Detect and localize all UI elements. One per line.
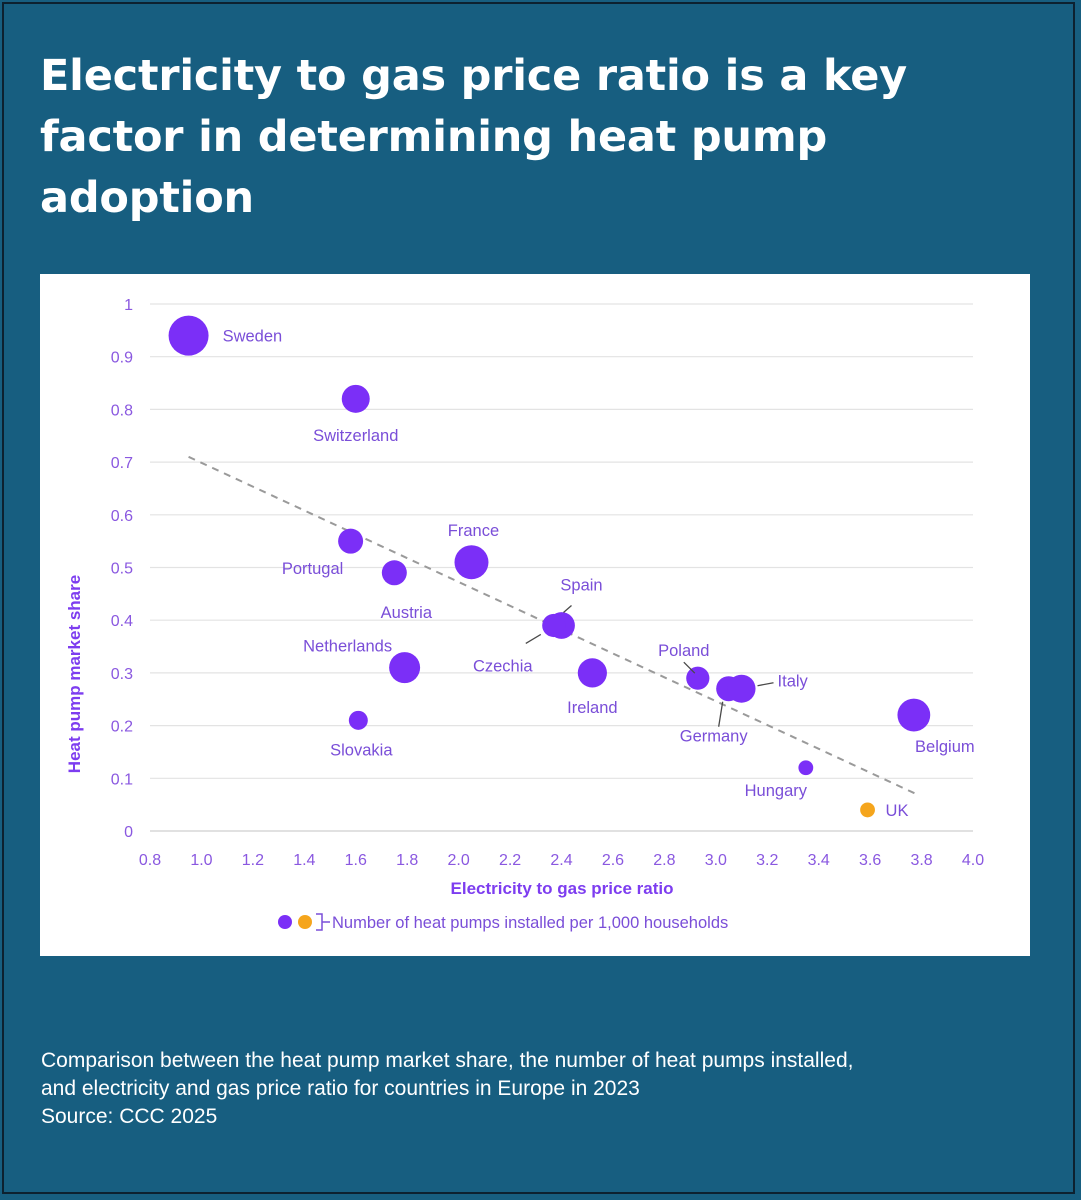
bubble-slovakia [348,710,368,730]
x-tick-label: 1.6 [345,852,367,869]
bubble-hungary [798,760,814,776]
x-tick-label: 3.6 [859,852,881,869]
label-hungary: Hungary [745,782,808,800]
y-tick-label: 0.6 [111,508,133,525]
x-axis-ticks: 0.8 1.0 1.2 1.4 1.6 1.8 2.0 2.2 2.4 2.6 2.8 3.0 3.2 3… [139,852,984,869]
x-tick-label: 1.8 [396,852,418,869]
label-poland: Poland [658,642,709,660]
label-spain: Spain [560,576,602,594]
x-tick-label: 2.4 [550,852,572,869]
y-tick-label: 0.9 [111,350,133,367]
leader-italy [757,682,774,687]
x-tick-label: 3.0 [705,852,727,869]
bubble-poland [686,666,710,690]
leader-spain [563,604,572,613]
y-axis-title: Heat pump market share [65,575,84,773]
label-ireland: Ireland [567,699,617,717]
bubble-czechia [542,613,566,638]
leader-czechia [525,633,542,645]
x-tick-label: 2.2 [499,852,521,869]
caption-line-2: and electricity and gas price ratio for … [41,1077,640,1100]
x-tick-label: 2.0 [448,852,470,869]
caption-source: Source: CCC 2025 [41,1105,218,1128]
legend-text: Number of heat pumps installed per 1,000… [332,914,728,932]
label-italy: Italy [778,673,809,691]
bubble-sweden [168,315,209,356]
bubble-ireland [577,658,607,688]
x-tick-label: 3.4 [808,852,830,869]
bubble-austria [381,560,407,586]
x-tick-label: 2.8 [653,852,675,869]
y-tick-label: 0 [124,824,133,841]
bubble-chart: 0 0.1 0.2 0.3 0.4 0.5 0.6 0.7 0.8 0.9 1 0.8 1.0 1.2 1… [65,297,984,932]
leader-germany [718,701,724,727]
y-tick-label: 1 [124,297,133,314]
x-tick-label: 0.8 [139,852,161,869]
y-tick-label: 0.5 [111,561,133,578]
label-sweden: Sweden [223,328,283,346]
page-title: Electricity to gas price ratio is a key … [40,51,907,223]
bubble-switzerland [341,384,370,413]
y-tick-label: 0.1 [111,771,133,788]
data-points [168,315,931,818]
y-axis-ticks: 0 0.1 0.2 0.3 0.4 0.5 0.6 0.7 0.8 0.9 1 [111,297,133,841]
label-switzerland: Switzerland [313,427,398,445]
label-portugal: Portugal [282,560,343,578]
label-france: France [448,522,499,540]
caption-line-1: Comparison between the heat pump market … [41,1049,854,1072]
x-tick-label: 3.8 [910,852,932,869]
x-tick-label: 4.0 [962,852,984,869]
label-belgium: Belgium [915,738,975,756]
x-tick-label: 1.0 [190,852,212,869]
y-tick-label: 0.3 [111,666,133,683]
bubble-netherlands [389,652,421,684]
legend-orange-marker [298,915,312,929]
figure-caption: Comparison between the heat pump market … [41,1047,1051,1131]
trendline-group [188,455,917,796]
legend: Number of heat pumps installed per 1,000… [278,913,728,932]
label-uk: UK [886,802,909,820]
y-tick-label: 0.4 [111,613,133,630]
point-labels: Sweden Switzerland Portugal Austria France Sp… [223,328,975,820]
bubble-italy [727,674,756,703]
label-slovakia: Slovakia [330,741,393,759]
bubble-france [454,545,489,580]
gridlines [150,303,973,832]
label-germany: Germany [680,728,749,746]
legend-bracket [316,913,330,931]
y-tick-label: 0.7 [111,455,133,472]
bubble-uk [860,802,875,818]
label-austria: Austria [381,604,433,622]
leader-poland [683,661,696,674]
x-tick-label: 1.2 [242,852,264,869]
x-axis-title: Electricity to gas price ratio [451,879,674,898]
x-tick-label: 3.2 [756,852,778,869]
legend-purple-marker [278,915,292,929]
label-czechia: Czechia [473,657,533,675]
trendline [188,455,917,796]
bubble-portugal [338,528,364,554]
chart-panel: 0 0.1 0.2 0.3 0.4 0.5 0.6 0.7 0.8 0.9 1 0.8 1.0 1.2 1… [40,274,1030,956]
y-tick-label: 0.8 [111,402,133,419]
x-tick-label: 1.4 [293,852,315,869]
label-netherlands: Netherlands [303,638,392,656]
x-tick-label: 2.6 [602,852,624,869]
bubble-belgium [897,698,931,732]
y-tick-label: 0.2 [111,719,133,736]
